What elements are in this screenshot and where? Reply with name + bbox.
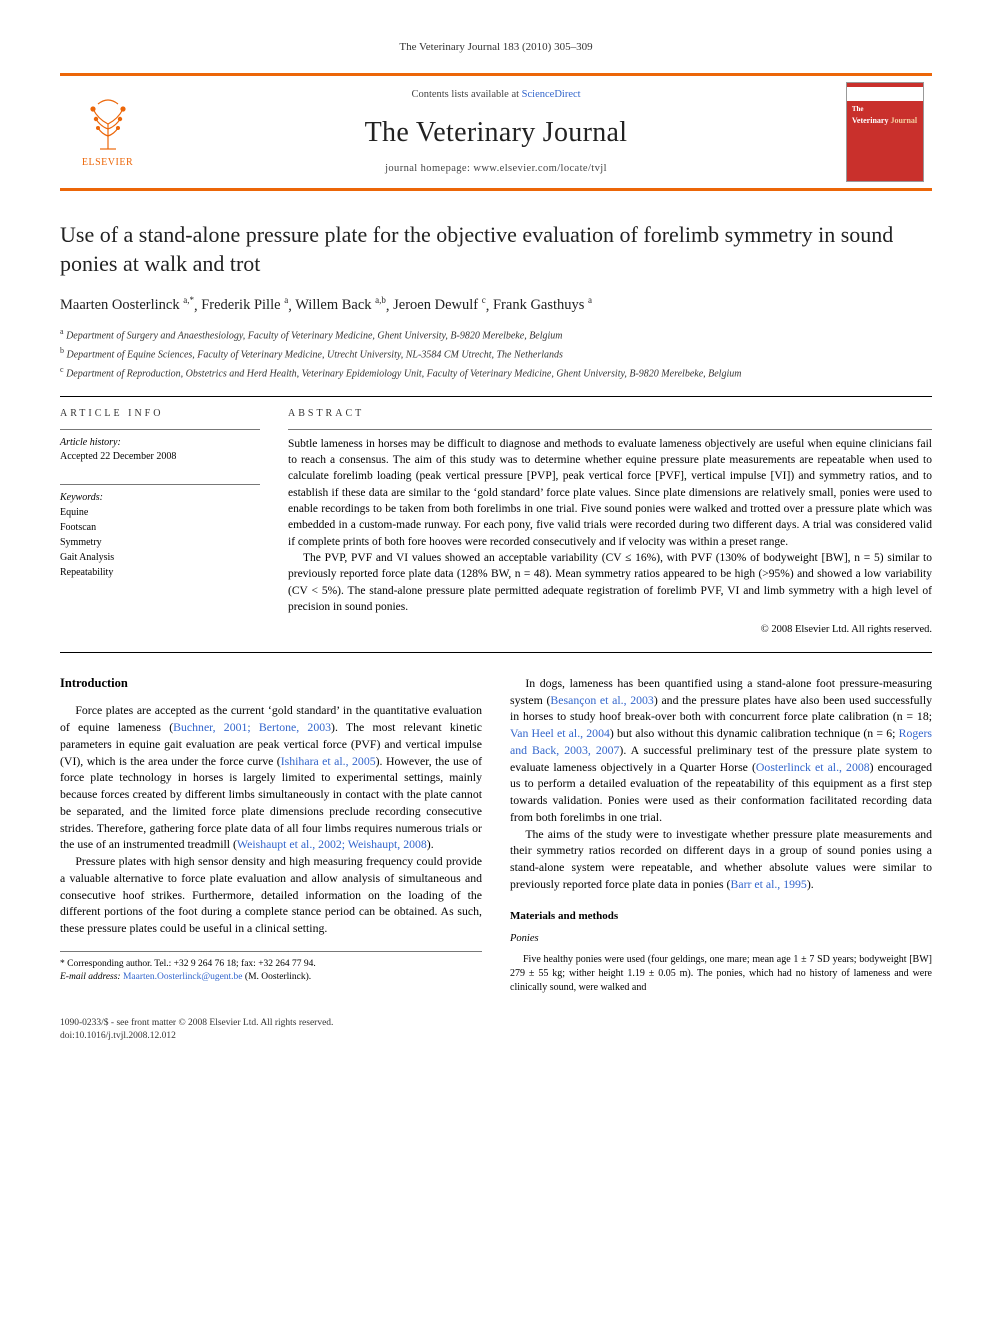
mm-p1: Five healthy ponies were used (four geld… bbox=[510, 953, 932, 995]
footer-line-2: doi:10.1016/j.tvjl.2008.12.012 bbox=[60, 1030, 932, 1043]
intro-p4: The aims of the study were to investigat… bbox=[510, 826, 932, 893]
ref-ishihara[interactable]: Ishihara et al., 2005 bbox=[281, 754, 376, 768]
header-center: Contents lists available at ScienceDirec… bbox=[155, 76, 837, 188]
author-4: Frank Gasthuys a bbox=[493, 297, 592, 313]
running-head: The Veterinary Journal 183 (2010) 305–30… bbox=[60, 40, 932, 55]
corr-suffix: (M. Oosterlinck). bbox=[245, 972, 311, 982]
cover-body: The Veterinary Journal bbox=[848, 101, 921, 181]
sciencedirect-link[interactable]: ScienceDirect bbox=[522, 89, 581, 100]
cover-thumb-block: The Veterinary Journal bbox=[837, 76, 932, 188]
author-1: Frederik Pille a bbox=[201, 297, 288, 313]
intro-p2: Pressure plates with high sensor density… bbox=[60, 853, 482, 937]
keyword-1: Footscan bbox=[60, 520, 260, 535]
article-title: Use of a stand-alone pressure plate for … bbox=[60, 221, 932, 278]
publisher-logo-block: ELSEVIER bbox=[60, 76, 155, 188]
journal-name: The Veterinary Journal bbox=[365, 113, 628, 152]
affiliation-c: c Department of Reproduction, Obstetrics… bbox=[60, 364, 932, 381]
corr-star: * bbox=[60, 959, 65, 969]
abstract-column: ABSTRACT Subtle lameness in horses may b… bbox=[288, 407, 932, 638]
body-two-column: Introduction Force plates are accepted a… bbox=[60, 675, 932, 995]
intro-p3: In dogs, lameness has been quantified us… bbox=[510, 675, 932, 826]
abstract-heading: ABSTRACT bbox=[288, 407, 932, 421]
ponies-subheading: Ponies bbox=[510, 932, 932, 947]
keyword-2: Symmetry bbox=[60, 535, 260, 550]
ref-barr[interactable]: Barr et al., 1995 bbox=[730, 877, 806, 891]
author-3: Jeroen Dewulf c bbox=[393, 297, 486, 313]
journal-cover-thumb: The Veterinary Journal bbox=[846, 82, 924, 182]
introduction-heading: Introduction bbox=[60, 675, 482, 693]
corr-text: Corresponding author. Tel.: +32 9 264 76… bbox=[67, 959, 316, 969]
footer-line-1: 1090-0233/$ - see front matter © 2008 El… bbox=[60, 1017, 932, 1030]
article-info-heading: ARTICLE INFO bbox=[60, 407, 260, 421]
corr-email-link[interactable]: Maarten.Oosterlinck@ugent.be bbox=[123, 972, 243, 982]
journal-homepage-line: journal homepage: www.elsevier.com/locat… bbox=[385, 162, 607, 177]
author-list: Maarten Oosterlinck a,*, Frederik Pille … bbox=[60, 295, 932, 316]
author-2: Willem Back a,b bbox=[295, 297, 386, 313]
history-label: Article history: bbox=[60, 436, 260, 450]
abstract-copyright: © 2008 Elsevier Ltd. All rights reserved… bbox=[288, 623, 932, 638]
info-rule-2 bbox=[60, 484, 260, 485]
affiliation-a: a Department of Surgery and Anaesthesiol… bbox=[60, 326, 932, 343]
elsevier-tree-icon bbox=[78, 94, 138, 154]
contents-prefix: Contents lists available at bbox=[411, 89, 521, 100]
email-label: E-mail address: bbox=[60, 972, 121, 982]
journal-header-band: ELSEVIER Contents lists available at Sci… bbox=[60, 73, 932, 191]
intro-p1: Force plates are accepted as the current… bbox=[60, 702, 482, 853]
contents-available-line: Contents lists available at ScienceDirec… bbox=[411, 88, 580, 103]
publisher-name: ELSEVIER bbox=[82, 156, 133, 170]
abstract-p1: Subtle lameness in horses may be difficu… bbox=[288, 436, 932, 550]
keyword-3: Gait Analysis bbox=[60, 550, 260, 565]
abs-rule bbox=[288, 429, 932, 430]
affiliation-b: b Department of Equine Sciences, Faculty… bbox=[60, 345, 932, 362]
ref-vanheel[interactable]: Van Heel et al., 2004 bbox=[510, 726, 610, 740]
cover-stripe bbox=[847, 87, 923, 101]
rule-bottom bbox=[60, 652, 932, 653]
ref-oosterlinck[interactable]: Oosterlinck et al., 2008 bbox=[756, 760, 870, 774]
history-value: Accepted 22 December 2008 bbox=[60, 450, 260, 464]
abstract-p2: The PVP, PVF and VI values showed an acc… bbox=[288, 550, 932, 615]
homepage-url: www.elsevier.com/locate/tvjl bbox=[473, 163, 607, 174]
author-0: Maarten Oosterlinck a,* bbox=[60, 297, 194, 313]
rule-top bbox=[60, 396, 932, 397]
ref-buchner-bertone[interactable]: Buchner, 2001; Bertone, 2003 bbox=[173, 720, 331, 734]
keyword-0: Equine bbox=[60, 505, 260, 520]
ref-weishaupt[interactable]: Weishaupt et al., 2002; Weishaupt, 2008 bbox=[237, 837, 427, 851]
article-info-column: ARTICLE INFO Article history: Accepted 2… bbox=[60, 407, 260, 638]
info-rule-1 bbox=[60, 429, 260, 430]
info-abstract-row: ARTICLE INFO Article history: Accepted 2… bbox=[60, 407, 932, 638]
keywords-label: Keywords: bbox=[60, 491, 260, 505]
ref-besancon[interactable]: Besançon et al., 2003 bbox=[550, 693, 653, 707]
affiliations: a Department of Surgery and Anaesthesiol… bbox=[60, 326, 932, 382]
homepage-prefix: journal homepage: bbox=[385, 163, 473, 174]
corresponding-author-note: * Corresponding author. Tel.: +32 9 264 … bbox=[60, 951, 482, 985]
keyword-4: Repeatability bbox=[60, 565, 260, 580]
materials-methods-heading: Materials and methods bbox=[510, 909, 932, 924]
footer-block: 1090-0233/$ - see front matter © 2008 El… bbox=[60, 1017, 932, 1044]
